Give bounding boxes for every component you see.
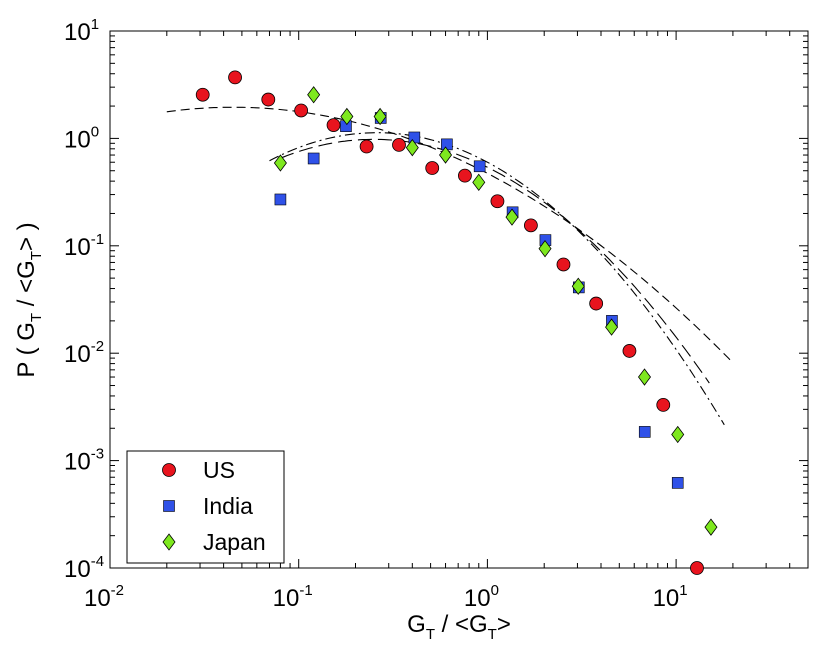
data-point-india bbox=[408, 131, 421, 144]
y-tick-label: 10-2 bbox=[64, 338, 104, 368]
y-tick-label: 10-3 bbox=[64, 446, 104, 476]
y-tick-label: 10-4 bbox=[64, 553, 104, 583]
legend-marker-japan bbox=[162, 533, 176, 551]
legend-label-japan: Japan bbox=[203, 529, 266, 555]
data-point-japan bbox=[505, 208, 519, 226]
y-tick-label: 100 bbox=[64, 123, 99, 153]
legend-box bbox=[126, 450, 285, 564]
data-point-japan bbox=[605, 318, 619, 336]
series-japan bbox=[273, 86, 718, 536]
data-points bbox=[195, 70, 718, 575]
data-point-us bbox=[622, 344, 637, 358]
legend-label-india: India bbox=[203, 493, 253, 519]
data-point-us bbox=[458, 168, 472, 183]
legend-label-us: US bbox=[203, 457, 235, 483]
legend-markers bbox=[162, 463, 176, 551]
data-point-japan bbox=[340, 107, 354, 126]
data-point-japan bbox=[439, 146, 453, 164]
data-point-us bbox=[589, 296, 604, 311]
y-tick-label: 10-1 bbox=[64, 231, 104, 261]
data-point-japan bbox=[273, 154, 287, 172]
data-point-japan bbox=[405, 138, 419, 157]
data-point-us bbox=[326, 118, 341, 132]
data-point-japan bbox=[472, 173, 486, 191]
y-tick-label: 101 bbox=[64, 16, 99, 46]
data-point-us bbox=[261, 92, 276, 107]
data-point-japan bbox=[637, 368, 651, 386]
data-point-us bbox=[195, 87, 210, 102]
legend-marker-india bbox=[163, 500, 175, 512]
data-point-us bbox=[556, 257, 571, 272]
data-point-us bbox=[690, 561, 704, 575]
data-point-japan bbox=[704, 518, 718, 536]
data-point-us bbox=[359, 139, 374, 154]
fit-longdash bbox=[280, 138, 710, 384]
x-tick-label: 10-2 bbox=[84, 582, 124, 612]
data-point-japan bbox=[307, 86, 321, 104]
data-point-us bbox=[425, 161, 440, 175]
data-point-us bbox=[294, 103, 309, 118]
data-point-india bbox=[671, 477, 684, 489]
legend: US India Japan bbox=[126, 450, 285, 564]
data-point-india bbox=[473, 160, 486, 173]
data-point-us bbox=[523, 218, 538, 233]
y-axis-label: P ( GT / <GT> ) bbox=[13, 222, 45, 377]
series-us bbox=[195, 70, 704, 575]
x-axis-label: GT / <GT> bbox=[407, 611, 511, 643]
fit-curves bbox=[166, 106, 734, 426]
data-point-india bbox=[638, 426, 651, 438]
x-tick-label: 100 bbox=[464, 582, 499, 612]
data-point-india bbox=[307, 152, 320, 165]
data-point-japan bbox=[571, 277, 585, 295]
data-point-japan bbox=[671, 425, 685, 444]
data-point-india bbox=[274, 193, 287, 206]
data-point-japan bbox=[538, 240, 552, 258]
x-tick-label: 101 bbox=[653, 582, 688, 612]
tick-labels: 10-2 10-1 100 101 10-4 10-3 10-2 10-1 100 101 bbox=[64, 16, 688, 612]
legend-marker-us bbox=[162, 463, 176, 477]
axis-ticks bbox=[109, 30, 809, 569]
data-point-us bbox=[490, 194, 505, 209]
data-point-us bbox=[392, 137, 406, 152]
fit-dashdot bbox=[269, 132, 725, 426]
data-point-us bbox=[656, 398, 671, 412]
x-tick-label: 10-1 bbox=[273, 582, 313, 612]
data-point-japan bbox=[373, 107, 387, 126]
data-point-us bbox=[228, 70, 242, 85]
